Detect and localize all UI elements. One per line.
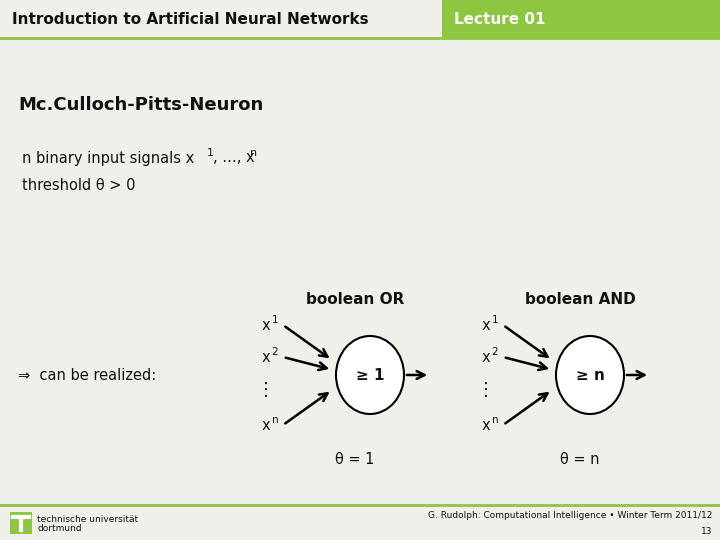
Text: 2: 2 (271, 347, 279, 357)
Text: x: x (261, 318, 270, 333)
Text: x: x (482, 318, 490, 333)
Text: 1: 1 (271, 315, 279, 325)
Text: 13: 13 (701, 526, 712, 536)
Bar (0, 505, 720, 540)
Text: , …, x: , …, x (213, 151, 255, 165)
Text: θ = n: θ = n (560, 453, 600, 468)
Ellipse shape (336, 336, 404, 414)
Text: technische universität: technische universität (37, 515, 138, 524)
Text: θ = 1: θ = 1 (336, 453, 374, 468)
Text: ⇒  can be realized:: ⇒ can be realized: (18, 368, 156, 382)
Text: dortmund: dortmund (37, 524, 81, 533)
Text: boolean OR: boolean OR (306, 293, 404, 307)
Bar (442, 0, 720, 38)
Text: x: x (261, 349, 270, 364)
Text: n: n (250, 148, 257, 158)
Text: x: x (482, 349, 490, 364)
Text: n: n (492, 415, 498, 425)
Text: x: x (261, 417, 270, 433)
Text: 2: 2 (492, 347, 498, 357)
Text: Lecture 01: Lecture 01 (454, 11, 546, 26)
Bar (0, 0, 720, 38)
Text: 1: 1 (492, 315, 498, 325)
Ellipse shape (556, 336, 624, 414)
Text: n: n (271, 415, 279, 425)
Text: G. Rudolph: Computational Intelligence • Winter Term 2011/12: G. Rudolph: Computational Intelligence •… (428, 511, 712, 520)
Text: Mc.Culloch-Pitts-Neuron: Mc.Culloch-Pitts-Neuron (18, 96, 264, 114)
Text: 1: 1 (207, 148, 214, 158)
Text: Introduction to Artificial Neural Networks: Introduction to Artificial Neural Networ… (12, 11, 369, 26)
Bar (10, 512, 32, 534)
Text: ⋮: ⋮ (257, 381, 275, 399)
Text: ⋮: ⋮ (477, 381, 495, 399)
Text: n binary input signals x: n binary input signals x (22, 151, 194, 165)
Text: threshold θ > 0: threshold θ > 0 (22, 178, 135, 192)
Text: boolean AND: boolean AND (525, 293, 635, 307)
Text: x: x (482, 417, 490, 433)
Text: ≥ n: ≥ n (575, 368, 604, 382)
Text: ≥ 1: ≥ 1 (356, 368, 384, 382)
